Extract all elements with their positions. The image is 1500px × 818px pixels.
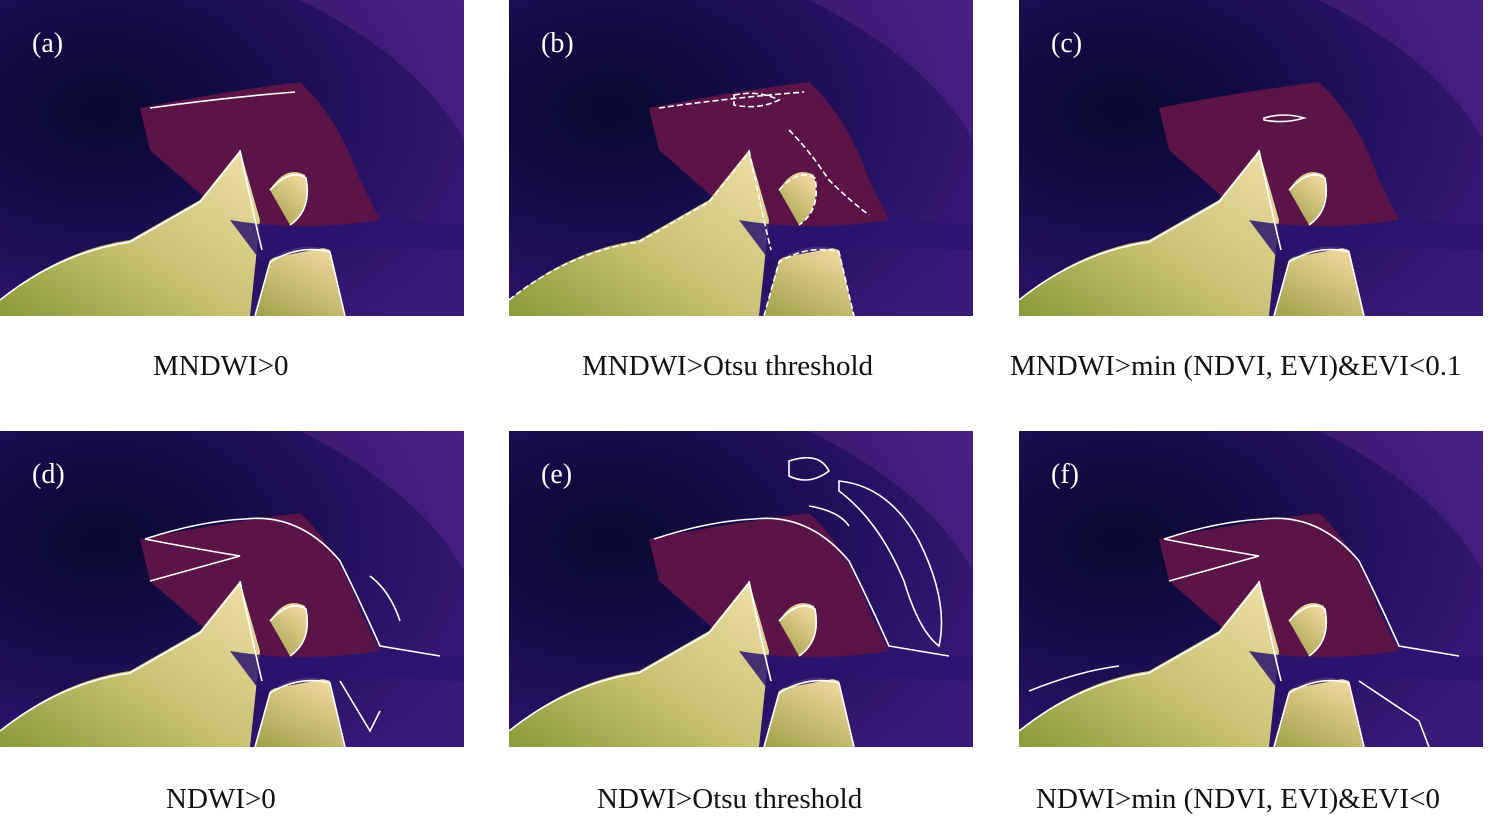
caption-f: NDWI>min (NDVI, EVI)&EVI<0 (1036, 783, 1440, 815)
satellite-image-c (1019, 0, 1483, 316)
satellite-image-f (1019, 431, 1483, 747)
panel-d: (d) (0, 431, 464, 747)
panel-e: (e) (509, 431, 973, 747)
caption-e: NDWI>Otsu threshold (597, 783, 863, 815)
caption-b: MNDWI>Otsu threshold (582, 350, 874, 382)
panel-c: (c) (1019, 0, 1483, 316)
panel-label: (f) (1051, 459, 1079, 490)
satellite-image-b (509, 0, 973, 316)
caption-a: MNDWI>0 (153, 350, 289, 382)
panel-a: (a) (0, 0, 464, 316)
satellite-image-d (0, 431, 464, 747)
caption-c: MNDWI>min (NDVI, EVI)&EVI<0.1 (1010, 350, 1462, 382)
panel-label: (e) (541, 459, 573, 490)
satellite-image-e (509, 431, 973, 747)
panel-label: (b) (541, 28, 574, 59)
caption-d: NDWI>0 (166, 783, 276, 815)
panel-f: (f) (1019, 431, 1483, 747)
panel-label: (d) (32, 459, 65, 490)
panel-label: (c) (1051, 28, 1083, 59)
satellite-image-a (0, 0, 464, 316)
panel-label: (a) (32, 28, 64, 59)
panel-b: (b) (509, 0, 973, 316)
